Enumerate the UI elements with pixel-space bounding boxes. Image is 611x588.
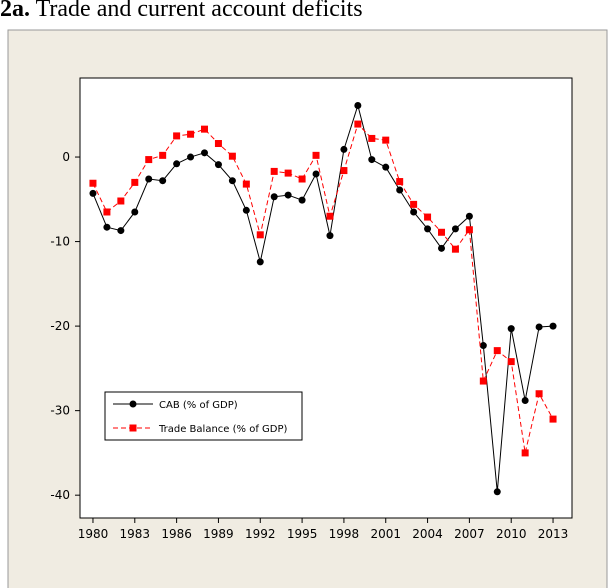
marker — [228, 177, 236, 185]
marker — [200, 149, 208, 157]
x-tick-label: 1983 — [120, 527, 151, 541]
marker — [493, 488, 501, 496]
x-tick-label: 1998 — [329, 527, 360, 541]
marker — [187, 130, 195, 138]
legend-box — [104, 391, 303, 441]
marker — [340, 145, 348, 153]
marker — [129, 424, 137, 432]
marker — [521, 449, 529, 457]
marker — [549, 322, 557, 330]
marker — [187, 153, 195, 161]
marker — [326, 212, 334, 220]
marker — [131, 208, 139, 216]
legend-label: CAB (% of GDP) — [159, 400, 238, 411]
marker — [507, 325, 515, 333]
x-tick-label: 2013 — [538, 527, 569, 541]
x-tick-label: 1992 — [245, 527, 276, 541]
marker — [298, 175, 306, 183]
marker — [382, 136, 390, 144]
marker — [424, 225, 432, 233]
marker — [451, 245, 459, 253]
marker — [368, 156, 376, 164]
marker — [270, 167, 278, 175]
marker — [368, 134, 376, 142]
marker — [298, 196, 306, 204]
marker — [89, 179, 97, 187]
x-tick-label: 2001 — [370, 527, 401, 541]
marker — [131, 178, 139, 186]
y-tick-label: -40 — [50, 488, 70, 502]
plot-area — [79, 77, 573, 519]
marker — [242, 206, 250, 214]
marker — [159, 151, 167, 159]
marker — [479, 342, 487, 350]
x-tick-label: 2007 — [454, 527, 485, 541]
y-tick-label: -20 — [50, 319, 70, 333]
marker — [228, 152, 236, 160]
marker — [396, 178, 404, 186]
marker — [214, 140, 222, 148]
marker — [117, 197, 125, 205]
marker — [354, 101, 362, 109]
marker — [256, 231, 264, 239]
marker — [410, 200, 418, 208]
marker — [214, 161, 222, 169]
y-tick-label: -10 — [50, 235, 70, 249]
marker — [242, 180, 250, 188]
x-tick-label: 1980 — [78, 527, 109, 541]
marker — [396, 186, 404, 194]
marker — [535, 390, 543, 398]
x-tick-label: 1986 — [161, 527, 192, 541]
marker — [117, 227, 125, 235]
marker — [284, 191, 292, 199]
marker — [326, 232, 334, 240]
marker — [284, 169, 292, 177]
marker — [521, 396, 529, 404]
legend-label: Trade Balance (% of GDP) — [158, 424, 287, 435]
marker — [145, 156, 153, 164]
marker — [410, 208, 418, 216]
marker — [465, 226, 473, 234]
marker — [451, 225, 459, 233]
marker — [438, 244, 446, 252]
marker — [200, 125, 208, 133]
series-line — [92, 103, 554, 492]
x-tick-label: 2004 — [412, 527, 443, 541]
marker — [173, 160, 181, 168]
marker — [382, 163, 390, 171]
marker — [89, 189, 97, 197]
marker — [493, 347, 501, 355]
title-prefix: 2a. — [0, 0, 30, 22]
marker — [340, 167, 348, 175]
chart-title: 2a. Trade and current account deficits — [0, 0, 363, 22]
marker — [465, 212, 473, 220]
marker — [354, 120, 362, 128]
marker — [256, 258, 264, 266]
marker — [103, 223, 111, 231]
marker — [549, 415, 557, 423]
marker — [159, 177, 167, 185]
marker — [479, 377, 487, 385]
x-tick-label: 2010 — [496, 527, 527, 541]
marker — [535, 323, 543, 331]
marker — [270, 193, 278, 201]
marker — [145, 175, 153, 183]
marker — [129, 400, 137, 408]
x-tick-label: 1995 — [287, 527, 318, 541]
y-tick-label: 0 — [62, 150, 70, 164]
marker — [507, 358, 515, 366]
marker — [173, 132, 181, 140]
marker — [438, 228, 446, 236]
y-tick-label: -30 — [50, 404, 70, 418]
marker — [312, 170, 320, 178]
marker — [312, 151, 320, 159]
x-tick-label: 1989 — [203, 527, 234, 541]
title-text: Trade and current account deficits — [36, 0, 363, 22]
marker — [103, 208, 111, 216]
series-line — [92, 123, 554, 454]
marker — [424, 213, 432, 221]
